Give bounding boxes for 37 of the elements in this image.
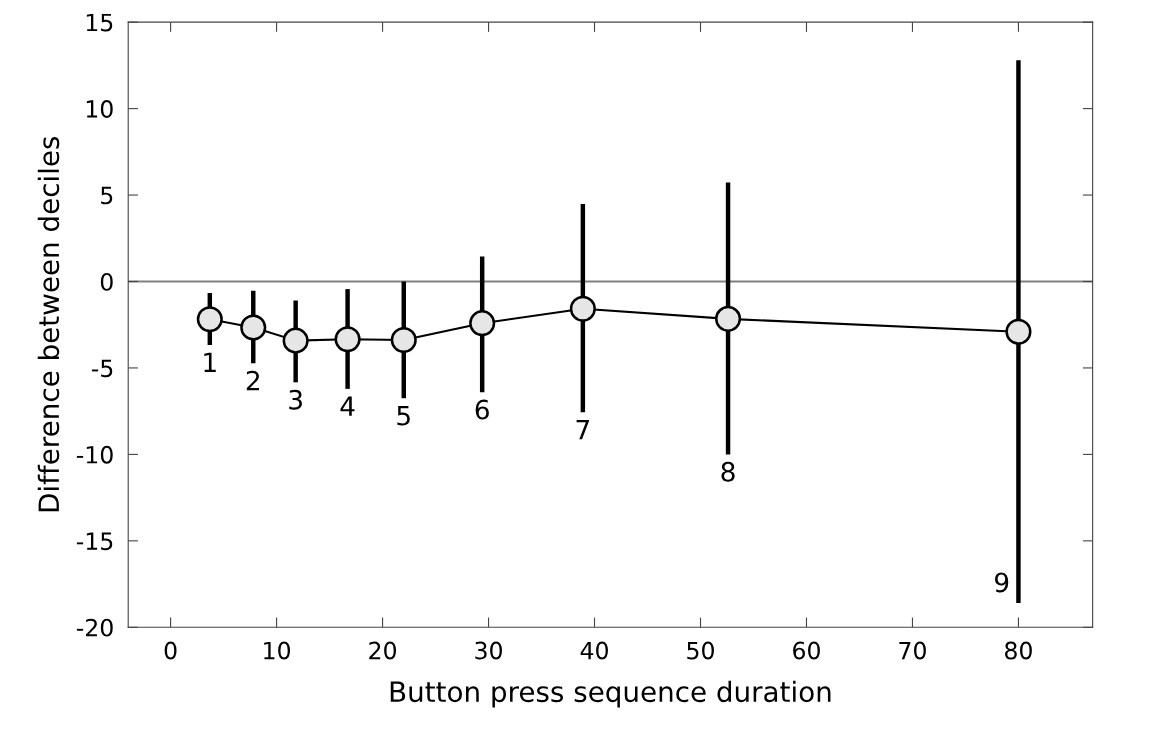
point — [469, 310, 496, 337]
annotation: 7 — [576, 419, 589, 440]
y-tick-label: 10 — [86, 100, 113, 118]
annotation: 5 — [397, 405, 410, 426]
x-tick-label: 10 — [264, 641, 291, 660]
y-axis-title: Difference between deciles — [37, 136, 60, 512]
y-tick-label: -10 — [76, 445, 113, 464]
annotation: 9 — [994, 572, 1009, 593]
point — [1005, 318, 1032, 345]
y-tick-label: -5 — [91, 359, 113, 378]
x-tick-label: 50 — [687, 641, 714, 660]
point — [282, 327, 309, 354]
point — [390, 326, 417, 353]
point — [334, 326, 361, 353]
annotation: 6 — [475, 399, 489, 420]
x-tick-label: 80 — [1005, 641, 1032, 660]
annotation: 8 — [721, 461, 735, 482]
point — [715, 305, 742, 332]
annotation: 4 — [340, 396, 355, 416]
point — [240, 314, 267, 341]
point — [196, 306, 223, 333]
x-tick-label: 0 — [164, 641, 177, 660]
y-tick-label: 5 — [101, 186, 113, 205]
y-tick-label: 15 — [86, 13, 113, 32]
x-tick-label: 40 — [580, 641, 608, 660]
annotation: 2 — [246, 370, 260, 391]
y-tick-label: 0 — [100, 272, 113, 291]
annotation: 1 — [204, 352, 216, 372]
x-tick-label: 30 — [475, 641, 502, 660]
x-tick-label: 60 — [793, 641, 820, 660]
x-tick-label: 70 — [899, 641, 926, 660]
point — [569, 295, 596, 322]
x-tick-label: 20 — [369, 641, 397, 660]
annotation: 3 — [289, 389, 302, 410]
y-tick-label: -20 — [76, 618, 113, 637]
y-tick-label: -15 — [76, 532, 113, 551]
x-axis-title: Button press sequence duration — [390, 680, 831, 708]
